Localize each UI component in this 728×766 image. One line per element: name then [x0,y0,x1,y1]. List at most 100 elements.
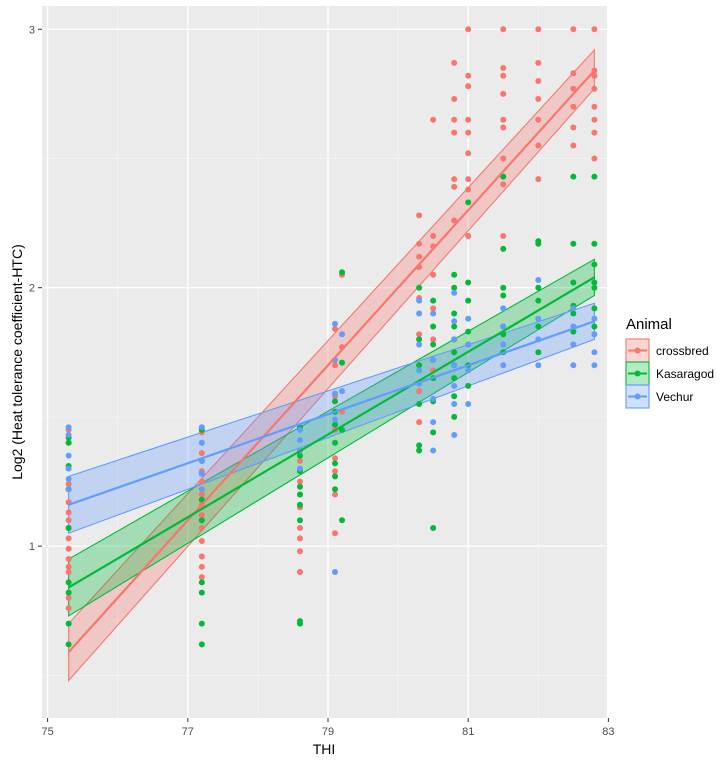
data-point-vechur [296,465,303,472]
data-point-vechur [339,331,346,338]
data-point-crossbred [500,65,507,72]
data-point-crossbred [535,59,542,66]
data-point-crossbred [451,129,458,136]
data-point-vechur [332,416,339,423]
major-gridlines [42,6,610,718]
data-point-crossbred [500,116,507,123]
data-point-vechur [416,341,423,348]
data-point-crossbred [198,553,205,560]
data-point-crossbred [332,326,339,333]
data-point-crossbred [451,59,458,66]
data-point-vechur [591,362,598,369]
data-point-kasaragod [65,439,72,446]
data-point-vechur [535,315,542,322]
data-point-kasaragod [416,447,423,454]
data-point-crossbred [65,545,72,552]
data-point-kasaragod [65,620,72,627]
data-point-vechur [332,320,339,327]
data-point-kasaragod [339,269,346,276]
data-point-kasaragod [332,473,339,480]
data-point-crossbred [430,233,437,240]
data-point-kasaragod [500,284,507,291]
legend-key-vechur [625,384,650,409]
data-point-crossbred [465,233,472,240]
data-point-kasaragod [296,618,303,625]
data-point-kasaragod [332,486,339,493]
data-point-kasaragod [451,284,458,291]
data-point-crossbred [535,142,542,149]
data-point-vechur [198,486,205,493]
data-point-vechur [500,362,507,369]
data-point-crossbred [296,457,303,464]
data-point-kasaragod [430,429,437,436]
data-point-vechur [591,349,598,356]
data-point-crossbred [591,129,598,136]
data-point-kasaragod [416,442,423,449]
data-point-vechur [416,297,423,304]
data-point-crossbred [430,271,437,278]
data-point-kasaragod [332,421,339,428]
legend-title: Animal [626,316,672,333]
y-tick-label: 2 [29,283,35,295]
data-point-crossbred [570,85,577,92]
data-point-crossbred [591,155,598,162]
data-point-crossbred [332,468,339,475]
data-point-kasaragod [65,589,72,596]
data-point-vechur [465,400,472,407]
data-point-vechur [451,362,458,369]
data-point-kasaragod [591,173,598,180]
data-point-kasaragod [296,483,303,490]
data-point-vechur [332,390,339,397]
data-point-crossbred [570,103,577,110]
data-point-crossbred [535,176,542,183]
data-point-kasaragod [296,501,303,508]
data-point-vechur [430,357,437,364]
data-point-vechur [296,426,303,433]
data-point-kasaragod [198,496,205,503]
data-point-crossbred [465,150,472,157]
legend-key-point [634,370,641,377]
data-point-vechur [451,318,458,325]
data-point-kasaragod [591,284,598,291]
data-point-kasaragod [591,323,598,330]
data-point-vechur [65,486,72,493]
legend-label-kasaragod: Kasaragod [656,367,714,381]
data-point-crossbred [198,450,205,457]
data-point-kasaragod [465,297,472,304]
data-point-crossbred [430,336,437,343]
data-point-crossbred [500,26,507,33]
data-point-crossbred [500,72,507,79]
data-point-crossbred [416,212,423,219]
legend-key-point [634,393,641,400]
x-tick-label: 81 [462,726,474,738]
data-point-crossbred [500,233,507,240]
data-point-kasaragod [500,245,507,252]
data-point-kasaragod [591,240,598,247]
data-point-crossbred [500,90,507,97]
fit-line-crossbred [67,69,596,653]
fit-line-kasaragod [68,276,595,589]
data-point-vechur [570,341,577,348]
data-point-crossbred [570,142,577,149]
panel-background [42,6,607,718]
data-point-crossbred [535,26,542,33]
data-point-kasaragod [416,336,423,343]
data-point-kasaragod [451,375,458,382]
data-point-vechur [430,395,437,402]
data-point-crossbred [465,116,472,123]
data-point-vechur [296,437,303,444]
data-point-vechur [465,367,472,374]
data-point-vechur [339,388,346,395]
data-point-vechur [465,341,472,348]
data-point-crossbred [591,26,598,33]
data-point-kasaragod [570,279,577,286]
data-point-vechur [535,362,542,369]
axes: 75 77 79 81 83 1 2 3 [29,24,615,738]
data-point-kasaragod [500,173,507,180]
data-point-crossbred [570,26,577,33]
legend: Animal crossbred Kasaragod Vechur [625,316,714,409]
data-point-crossbred [465,72,472,79]
data-point-crossbred [591,103,598,110]
data-point-crossbred [198,563,205,570]
data-point-kasaragod [332,398,339,405]
